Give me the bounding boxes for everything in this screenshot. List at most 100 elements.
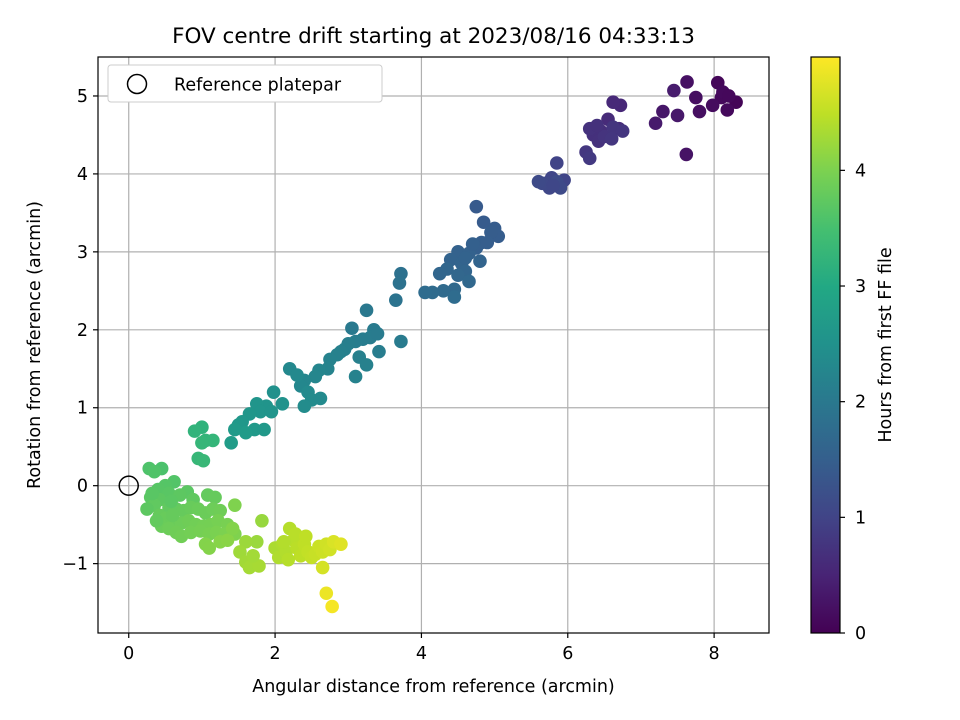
data-point bbox=[233, 545, 247, 559]
data-point bbox=[721, 89, 736, 103]
data-point bbox=[249, 535, 264, 549]
data-point bbox=[308, 369, 323, 384]
data-point bbox=[667, 83, 681, 98]
reference-marker bbox=[118, 475, 139, 496]
data-point bbox=[196, 453, 211, 468]
data-point bbox=[615, 124, 630, 138]
x-tick-label: 0 bbox=[123, 644, 134, 664]
data-point bbox=[253, 404, 268, 419]
data-point bbox=[277, 535, 291, 549]
data-point bbox=[264, 404, 279, 419]
colorbar: 0 1 2 3 4 Hours from first FF file bbox=[810, 56, 896, 644]
data-point bbox=[165, 508, 180, 523]
legend-marker bbox=[126, 73, 148, 95]
y-tick-label: 5 bbox=[77, 87, 88, 107]
data-point bbox=[692, 104, 707, 119]
data-point bbox=[147, 464, 162, 479]
x-tick-label: 6 bbox=[562, 644, 573, 664]
data-point bbox=[462, 274, 476, 289]
data-point bbox=[202, 541, 217, 555]
colorbar-label: Hours from first FF file bbox=[876, 247, 896, 442]
data-point bbox=[257, 422, 271, 437]
data-point bbox=[549, 156, 564, 170]
x-axis: 0 2 4 6 8 bbox=[123, 633, 720, 664]
data-point bbox=[345, 321, 359, 336]
data-point bbox=[325, 599, 339, 614]
data-point bbox=[590, 118, 604, 133]
data-point bbox=[604, 132, 619, 146]
data-point bbox=[473, 254, 487, 269]
data-point bbox=[297, 399, 312, 413]
y-tick-label: −1 bbox=[62, 555, 88, 575]
data-point bbox=[451, 268, 465, 283]
data-point bbox=[359, 358, 374, 372]
data-point bbox=[213, 503, 227, 518]
colorbar-tick-label: 4 bbox=[855, 161, 866, 181]
data-point bbox=[206, 433, 220, 448]
data-point bbox=[275, 397, 290, 411]
data-point bbox=[476, 215, 491, 230]
data-point bbox=[145, 486, 159, 501]
data-point bbox=[220, 533, 235, 548]
data-point bbox=[246, 549, 260, 563]
data-point bbox=[228, 498, 242, 512]
plot-frame bbox=[97, 56, 770, 634]
data-point bbox=[606, 95, 620, 110]
scatter-points bbox=[140, 75, 743, 614]
data-point bbox=[315, 560, 330, 575]
data-point bbox=[225, 521, 240, 536]
data-point bbox=[313, 391, 328, 406]
data-point bbox=[436, 284, 451, 298]
data-point bbox=[480, 235, 495, 250]
data-point bbox=[394, 334, 408, 349]
colorbar-tick-label: 2 bbox=[855, 393, 866, 413]
legend: Reference platepar bbox=[107, 64, 383, 103]
data-point bbox=[458, 251, 473, 265]
data-point bbox=[208, 490, 222, 505]
data-point bbox=[648, 116, 663, 131]
data-point bbox=[389, 293, 403, 307]
data-point bbox=[359, 303, 374, 318]
data-point bbox=[465, 237, 480, 251]
data-point bbox=[266, 385, 281, 399]
y-tick-label: 0 bbox=[77, 477, 88, 497]
data-point bbox=[348, 369, 363, 384]
data-point bbox=[670, 108, 685, 123]
data-point bbox=[319, 586, 334, 601]
data-point bbox=[582, 151, 597, 166]
data-point bbox=[656, 104, 670, 119]
data-point bbox=[680, 75, 694, 89]
y-tick-label: 1 bbox=[77, 399, 88, 419]
data-point bbox=[531, 174, 546, 189]
data-point bbox=[187, 424, 202, 438]
x-axis-label: Angular distance from reference (arcmin) bbox=[252, 677, 615, 697]
data-point bbox=[281, 552, 296, 567]
colorbar-ticks: 0 1 2 3 4 bbox=[840, 161, 866, 644]
y-axis: −1 0 1 2 3 4 5 bbox=[62, 87, 98, 575]
y-axis-label: Rotation from reference (arcmin) bbox=[25, 201, 45, 489]
colorbar-gradient bbox=[810, 56, 841, 634]
data-point bbox=[720, 103, 735, 117]
data-point bbox=[195, 436, 209, 450]
y-tick-label: 4 bbox=[77, 165, 88, 185]
data-point bbox=[447, 290, 462, 304]
data-point bbox=[418, 285, 432, 300]
data-point bbox=[164, 494, 178, 509]
chart-title: FOV centre drift starting at 2023/08/16 … bbox=[172, 24, 695, 49]
data-point bbox=[255, 513, 269, 528]
data-point bbox=[239, 425, 253, 440]
data-point bbox=[228, 422, 242, 437]
legend-label: Reference platepar bbox=[174, 76, 342, 96]
y-tick-label: 3 bbox=[77, 243, 88, 263]
colorbar-tick-label: 1 bbox=[855, 508, 866, 528]
data-point bbox=[140, 502, 154, 516]
data-point bbox=[149, 513, 164, 528]
grid bbox=[98, 57, 769, 633]
colorbar-tick-label: 3 bbox=[855, 277, 866, 297]
data-point bbox=[546, 178, 560, 193]
colorbar-tick-label: 0 bbox=[855, 624, 866, 644]
data-point bbox=[252, 559, 266, 573]
data-point bbox=[290, 368, 304, 382]
data-point bbox=[224, 436, 238, 450]
